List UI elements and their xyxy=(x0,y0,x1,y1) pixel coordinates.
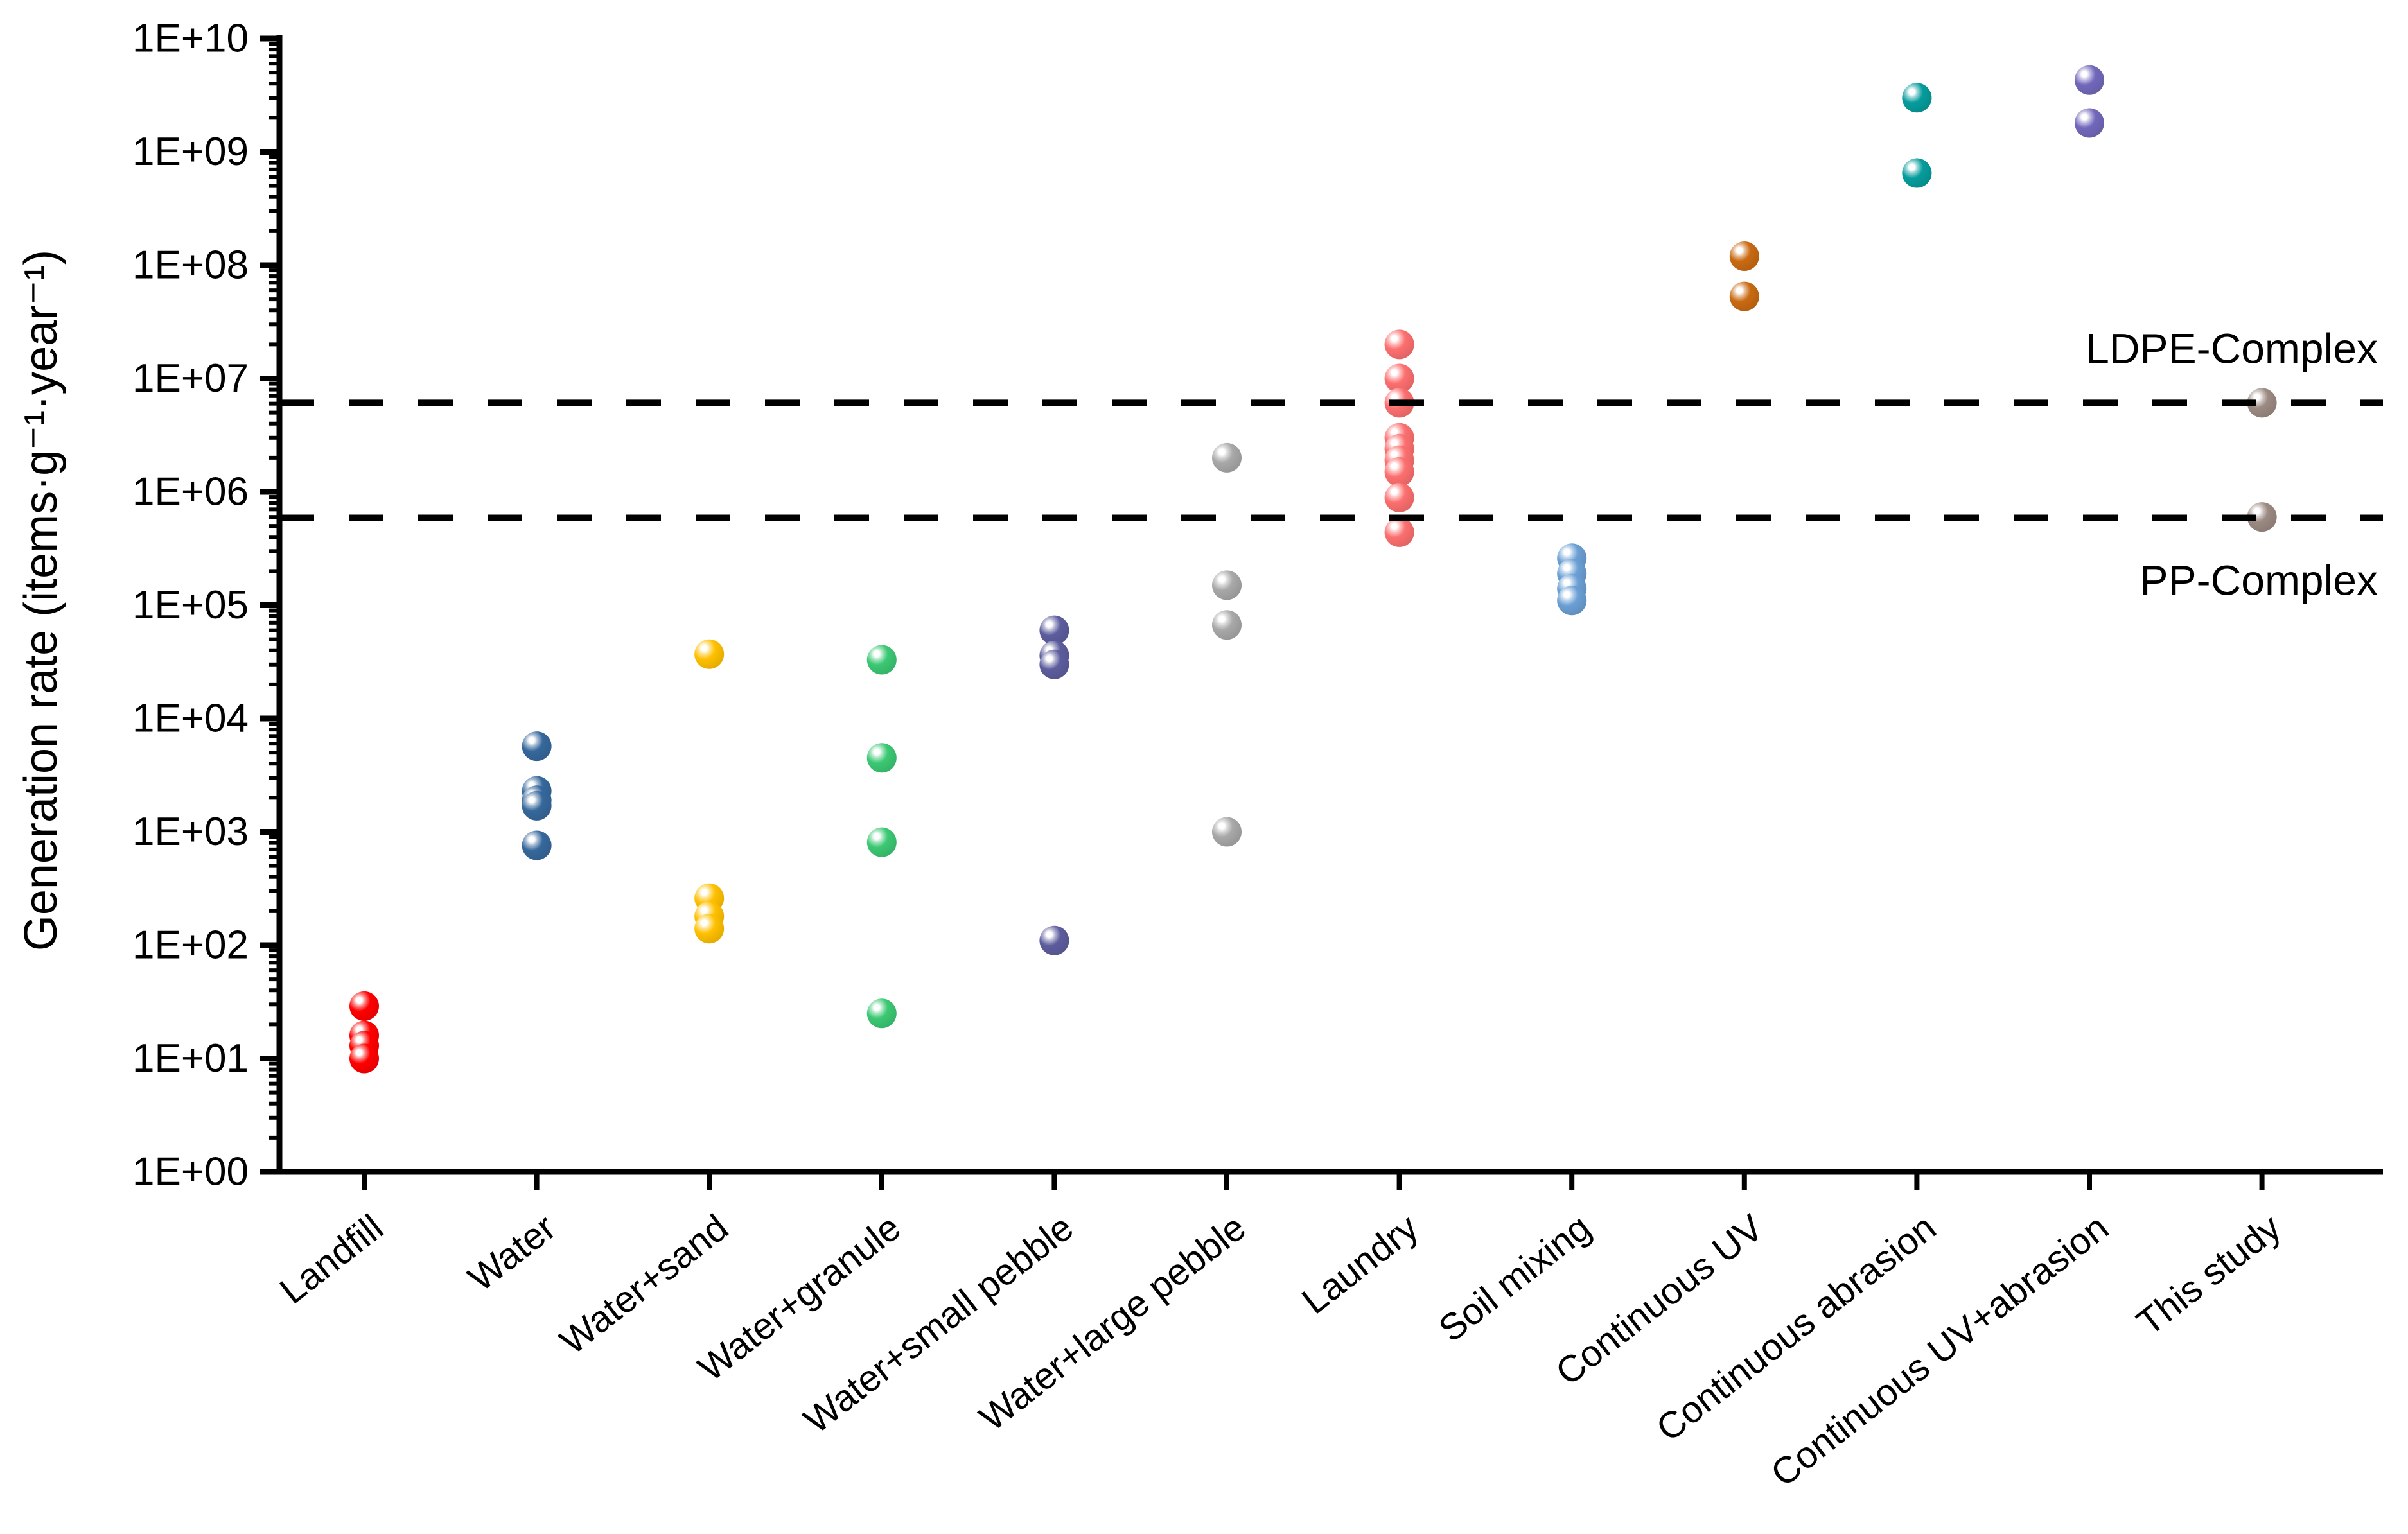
y-axis-ticks: 1E+00 1E+01 1E+02 1E+03 1E+04 1E+05 1E+06 1E+07… xyxy=(132,17,279,1194)
series-landfill xyxy=(349,991,379,1074)
data-point xyxy=(1039,615,1069,645)
y-tick-label: 1E+08 xyxy=(132,243,249,288)
data-point xyxy=(522,790,552,821)
data-point xyxy=(694,914,725,944)
data-point xyxy=(866,827,897,857)
data-point xyxy=(2075,65,2104,95)
x-category-label: This study xyxy=(2129,1207,2289,1344)
series-water-sand xyxy=(694,639,725,944)
data-point xyxy=(2247,502,2277,532)
series-continuous-uv-abrasion xyxy=(2075,65,2104,138)
reference-label-pp-complex: PP-Complex xyxy=(2140,556,2378,604)
x-category-label: Continuous abrasion xyxy=(1649,1207,1944,1450)
data-point xyxy=(522,731,552,762)
series-water-granule xyxy=(866,645,897,1029)
data-point xyxy=(1384,329,1414,360)
data-point xyxy=(866,645,897,675)
data-point xyxy=(1384,517,1414,547)
data-point xyxy=(1212,570,1242,600)
y-tick-label: 1E+09 xyxy=(132,130,249,174)
y-axis-title: Generation rate (items·g⁻¹·year⁻¹) xyxy=(15,250,67,951)
series-water xyxy=(522,731,552,860)
data-point xyxy=(1212,817,1242,847)
data-point xyxy=(866,998,897,1029)
data-point xyxy=(1729,241,1759,272)
y-tick-label: 1E+07 xyxy=(132,356,249,401)
y-tick-label: 1E+00 xyxy=(132,1150,249,1194)
y-tick-label: 1E+06 xyxy=(132,470,249,514)
axes xyxy=(276,35,2383,1175)
data-point xyxy=(1384,363,1414,394)
data-point xyxy=(1039,649,1069,679)
data-point xyxy=(522,830,552,860)
x-category-label: Landfill xyxy=(272,1207,391,1312)
data-point xyxy=(1902,83,1932,113)
data-point xyxy=(1384,482,1414,512)
y-tick-label: 1E+02 xyxy=(132,923,249,968)
series-water-large-pebble xyxy=(1212,442,1242,847)
x-category-label: Water xyxy=(461,1207,563,1300)
series-continuous-abrasion xyxy=(1902,83,1932,188)
series-water-small-pebble xyxy=(1039,615,1069,955)
y-tick-label: 1E+03 xyxy=(132,810,249,854)
y-tick-label: 1E+01 xyxy=(132,1036,249,1081)
y-tick-label: 1E+05 xyxy=(132,583,249,627)
x-category-label: Laundry xyxy=(1294,1207,1426,1322)
data-point xyxy=(1039,925,1069,955)
data-point xyxy=(1212,610,1242,640)
x-category-label: Water+sand xyxy=(552,1207,736,1363)
data-point xyxy=(866,743,897,773)
x-category-label: Continuous UV+abrasion xyxy=(1763,1207,2116,1495)
x-axis-ticks: Landfill WaterWater+sandWater+granuleWate… xyxy=(272,1172,2289,1495)
data-point xyxy=(349,991,379,1021)
series-continuous-uv xyxy=(1729,241,1759,311)
reference-label-ldpe-complex: LDPE-Complex xyxy=(2086,324,2378,372)
data-point xyxy=(1384,457,1414,487)
data-point xyxy=(1902,158,1932,188)
data-point xyxy=(349,1043,379,1074)
data-point xyxy=(1212,442,1242,473)
y-tick-label: 1E+04 xyxy=(132,697,249,741)
data-points xyxy=(349,65,2277,1074)
y-tick-label: 1E+10 xyxy=(132,17,249,61)
series-this-study xyxy=(2247,388,2277,532)
data-point xyxy=(2247,388,2277,418)
data-point xyxy=(694,639,725,669)
x-category-label: Soil mixing xyxy=(1431,1207,1599,1350)
data-point xyxy=(2075,108,2104,138)
data-point xyxy=(1729,281,1759,311)
reference-lines: LDPE-Complex PP-Complex xyxy=(279,324,2383,604)
data-point xyxy=(1557,586,1587,616)
series-laundry xyxy=(1384,329,1414,547)
series-soil-mixing xyxy=(1557,543,1587,616)
